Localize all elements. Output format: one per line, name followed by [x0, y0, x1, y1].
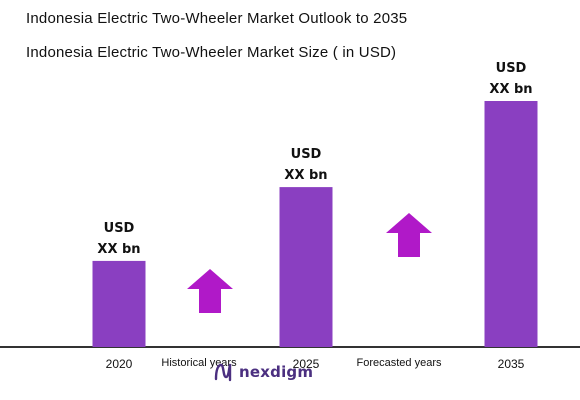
x-tick-label-2020: 2020 — [106, 357, 133, 371]
chart-title: Indonesia Electric Two-Wheeler Market Ou… — [26, 10, 408, 27]
value-label-2025-line-1: USD — [291, 147, 322, 162]
value-label-2025-line-2: XX bn — [284, 168, 327, 183]
growth-arrow-icon-forecast — [386, 213, 432, 257]
x-tick-label-2035: 2035 — [498, 357, 525, 371]
value-label-2035-line-1: USD — [496, 61, 527, 76]
bar-2035 — [484, 101, 538, 347]
value-label-2020-line-2: XX bn — [97, 242, 140, 257]
nexdigm-logo-icon — [214, 363, 232, 382]
brand-name: nexdigm — [239, 363, 314, 381]
period-label-2: Forecasted years — [357, 357, 442, 369]
growth-arrow-icon-historical — [187, 269, 233, 313]
bar-2020 — [92, 260, 146, 347]
brand-logo: nexdigm — [213, 362, 313, 382]
bar-2025 — [279, 187, 333, 347]
x-tick-label-2025: 2025 — [293, 357, 320, 371]
chart-subtitle: Indonesia Electric Two-Wheeler Market Si… — [26, 44, 397, 61]
value-label-2020-line-1: USD — [104, 221, 135, 236]
value-label-2035-line-2: XX bn — [489, 82, 532, 97]
